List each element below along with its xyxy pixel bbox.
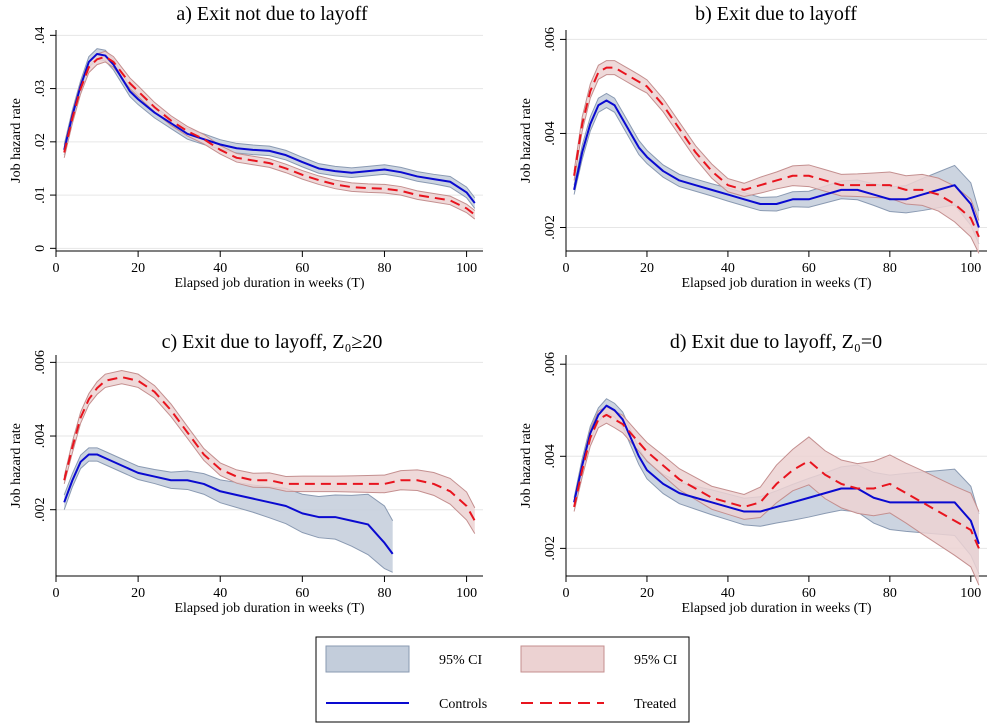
y-tick-label: .03	[33, 80, 48, 98]
y-axis-title: Job hazard rate	[9, 423, 24, 508]
ci-upper-treated	[573, 60, 980, 221]
x-tick-label: 100	[960, 586, 981, 601]
ci-band-controls	[64, 48, 475, 209]
legend: 95% CI 95% CI Controls Treated	[315, 636, 690, 723]
legend-label-ci-treated: 95% CI	[634, 653, 678, 668]
x-tick-label: 20	[131, 586, 145, 601]
series-line-treated	[63, 55, 476, 216]
x-tick-label: 60	[802, 586, 816, 601]
x-tick-label: 100	[456, 586, 477, 601]
ci-upper-treated	[63, 50, 476, 211]
legend-label-treated: Treated	[634, 697, 676, 712]
x-tick-label: 80	[377, 261, 391, 276]
x-axis-title: Elapsed job duration in weeks (T)	[174, 276, 364, 291]
x-tick-label: 80	[883, 586, 897, 601]
y-tick-label: .02	[33, 133, 48, 151]
ci-lower-treated	[63, 383, 476, 534]
ci-lower-treated	[63, 61, 476, 220]
y-tick-label: 0	[33, 245, 48, 252]
series-line-treated	[573, 66, 980, 238]
series-line-controls	[573, 99, 980, 228]
x-tick-label: 60	[295, 586, 309, 601]
y-tick-label: .004	[543, 121, 558, 146]
x-tick-label: 20	[640, 261, 654, 276]
x-tick-label: 100	[960, 261, 981, 276]
chart-panel-3: c) Exit due to layoff, Z₀≥20 .002 .004 .006…	[9, 331, 483, 616]
ci-band-treated	[574, 60, 979, 254]
ci-lower-controls	[63, 460, 393, 573]
y-tick-label: .04	[33, 27, 48, 45]
ci-upper-treated	[63, 369, 476, 509]
panel-title: c) Exit due to layoff, Z₀≥20	[162, 331, 383, 353]
series-line-controls	[63, 453, 394, 555]
chart-panel-4: d) Exit due to layoff, Z₀=0 .002 .004 .006 0…	[519, 331, 987, 616]
x-tick-label: 0	[563, 261, 570, 276]
x-axis-title: Elapsed job duration in weeks (T)	[174, 601, 364, 616]
x-tick-label: 20	[131, 261, 145, 276]
ci-upper-controls	[63, 447, 394, 521]
x-tick-label: 40	[213, 261, 227, 276]
x-tick-label: 80	[883, 261, 897, 276]
y-tick-label: .006	[543, 352, 558, 377]
legend-label-controls: Controls	[439, 697, 487, 712]
y-tick-label: .006	[33, 350, 48, 375]
y-axis-title: Job hazard rate	[519, 98, 534, 183]
ci-upper-controls	[63, 48, 476, 199]
x-tick-label: 0	[53, 261, 60, 276]
ci-lower-treated	[573, 422, 980, 586]
x-tick-label: 0	[563, 586, 570, 601]
y-tick-label: .002	[543, 536, 558, 561]
x-tick-label: 20	[640, 586, 654, 601]
ci-band-treated	[574, 406, 979, 586]
ci-lower-controls	[573, 107, 980, 245]
series-line-controls	[573, 404, 980, 545]
y-tick-label: .002	[33, 497, 48, 522]
legend-swatch-ci-treated	[520, 645, 605, 673]
x-tick-label: 80	[377, 586, 391, 601]
x-tick-label: 60	[295, 261, 309, 276]
panel-title: a) Exit not due to layoff	[176, 3, 368, 25]
chart-panels: a) Exit not due to layoff 0 .01 .02 .03 .04 0 2…	[9, 3, 987, 616]
legend-label-ci-controls: 95% CI	[439, 653, 483, 668]
legend-swatch-ci-controls	[325, 645, 410, 673]
y-tick-label: .002	[543, 215, 558, 240]
x-tick-label: 40	[721, 586, 735, 601]
y-tick-label: .004	[33, 424, 48, 449]
chart-panel-2: b) Exit due to layoff .002 .004 .006 0 20 40 60…	[519, 3, 987, 291]
x-tick-label: 100	[456, 261, 477, 276]
x-tick-label: 0	[53, 586, 60, 601]
ci-band-controls	[574, 93, 979, 244]
y-axis-title: Job hazard rate	[519, 423, 534, 508]
y-tick-label: .004	[543, 444, 558, 469]
series-line-treated	[63, 376, 476, 522]
panel-title: b) Exit due to layoff	[695, 3, 857, 25]
ci-lower-treated	[573, 74, 980, 254]
x-tick-label: 40	[721, 261, 735, 276]
x-tick-label: 60	[802, 261, 816, 276]
x-axis-title: Elapsed job duration in weeks (T)	[681, 601, 871, 616]
x-tick-label: 40	[213, 586, 227, 601]
x-axis-title: Elapsed job duration in weeks (T)	[681, 276, 871, 291]
y-tick-label: .01	[33, 186, 48, 204]
ci-band-controls	[64, 447, 393, 573]
y-axis-title: Job hazard rate	[9, 98, 24, 183]
chart-panel-1: a) Exit not due to layoff 0 .01 .02 .03 .04 0 2…	[9, 3, 483, 291]
series-line-controls	[63, 52, 476, 204]
panel-title: d) Exit due to layoff, Z₀=0	[670, 331, 882, 353]
y-tick-label: .006	[543, 27, 558, 52]
